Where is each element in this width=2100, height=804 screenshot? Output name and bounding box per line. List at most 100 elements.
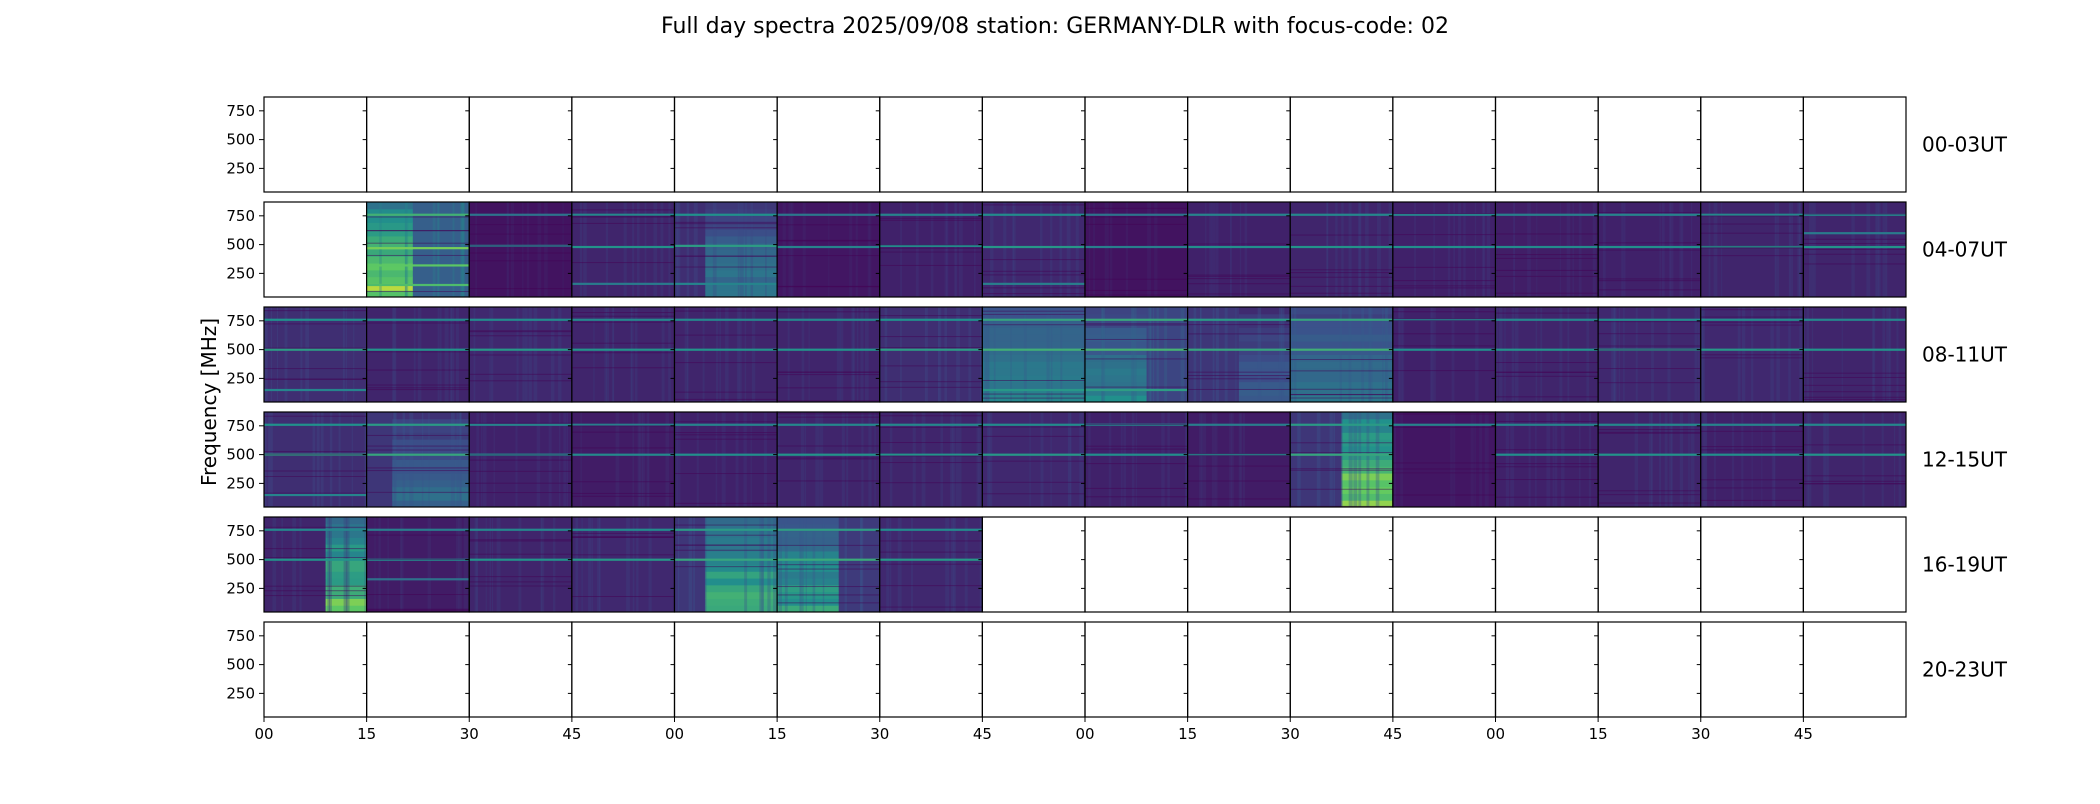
texture-streak — [1398, 307, 1401, 402]
noise-line — [674, 502, 778, 504]
noise-line — [879, 219, 983, 221]
spectrum-panel — [1700, 621, 1804, 718]
texture-streak — [1602, 202, 1606, 297]
noise-line — [264, 415, 367, 417]
texture-streak — [268, 412, 272, 507]
noise-line — [982, 493, 1085, 495]
spectrum-background — [1803, 307, 1906, 402]
texture-streak — [738, 307, 742, 402]
burst-band — [1238, 313, 1291, 322]
noise-line — [469, 576, 572, 578]
burst-band — [705, 571, 778, 579]
noise-line — [1290, 272, 1393, 274]
noise-line — [1392, 345, 1496, 347]
x-tick-label: 15 — [1589, 725, 1608, 743]
emission-line — [777, 245, 880, 249]
texture-streak — [980, 202, 983, 297]
texture-streak — [976, 412, 980, 507]
spectrum-panel — [1187, 411, 1291, 508]
emission-line — [1290, 453, 1393, 456]
texture-streak — [1667, 307, 1671, 402]
texture-streak — [1069, 412, 1072, 507]
emission-line — [982, 245, 1085, 249]
texture-streak — [693, 517, 695, 612]
emission-line — [366, 453, 470, 456]
texture-streak — [1010, 307, 1012, 402]
noise-line — [777, 445, 880, 447]
noise-line — [366, 384, 470, 386]
spectrum-panel — [981, 516, 1086, 613]
spectrum-background — [469, 517, 572, 612]
panel-frame — [366, 621, 470, 718]
texture-streak — [1510, 412, 1515, 507]
texture-streak — [606, 307, 609, 402]
spectrum-background — [264, 307, 367, 402]
burst-band — [777, 578, 839, 586]
burst-band — [1085, 347, 1147, 355]
y-tick-label: 500 — [226, 656, 255, 674]
noise-line — [1085, 223, 1188, 225]
spectrum-panel — [1289, 621, 1394, 718]
burst-band — [705, 598, 778, 606]
spectrum-panel — [1187, 516, 1291, 613]
texture-streak — [458, 412, 462, 507]
texture-streak — [1511, 307, 1515, 402]
spectrum-panel — [879, 96, 983, 193]
y-tick-label: 750 — [226, 102, 255, 120]
panel-frame — [1084, 621, 1189, 718]
texture-streak — [1050, 202, 1053, 297]
texture-streak — [1704, 412, 1708, 507]
texture-streak — [1333, 412, 1336, 507]
noise-line — [469, 539, 572, 541]
noise-line — [1495, 362, 1599, 364]
noise-line — [469, 540, 572, 542]
spectrum-panel — [879, 411, 983, 508]
texture-streak — [1339, 307, 1342, 402]
texture-streak — [1088, 202, 1091, 297]
noise-line — [777, 602, 880, 604]
spectrum-panel — [981, 96, 1086, 193]
noise-line — [264, 323, 367, 325]
spectrum-panel — [468, 516, 573, 613]
burst-band — [1341, 412, 1393, 420]
emission-line — [1392, 318, 1496, 321]
texture-streak — [611, 307, 614, 402]
burst-band — [705, 537, 778, 545]
texture-streak — [400, 517, 404, 612]
row-label: 00-03UT — [1922, 133, 2008, 157]
emission-line — [264, 558, 367, 561]
texture-streak — [305, 307, 310, 402]
panel-frame — [673, 621, 778, 718]
noise-line — [1187, 278, 1291, 280]
texture-streak — [405, 202, 409, 297]
texture-streak — [1148, 307, 1152, 402]
emission-line — [264, 388, 367, 392]
burst-band — [705, 557, 778, 565]
burst-band — [366, 222, 413, 230]
texture-streak — [1366, 412, 1370, 507]
noise-line — [674, 473, 778, 475]
noise-line — [1803, 480, 1906, 482]
texture-streak — [1123, 412, 1127, 507]
spectrum-image — [1085, 202, 1188, 297]
emission-line — [1392, 245, 1496, 249]
emission-line — [982, 282, 1085, 285]
noise-line — [1598, 249, 1701, 251]
texture-streak — [327, 517, 331, 612]
spectrum-panel — [776, 96, 881, 193]
spectrum-panel — [468, 201, 573, 298]
spectrum-background — [982, 412, 1085, 507]
burst-band — [1341, 486, 1393, 494]
noise-line — [982, 426, 1085, 428]
burst-band — [1290, 347, 1393, 355]
emission-line — [571, 282, 675, 285]
noise-line — [469, 373, 572, 375]
texture-streak — [636, 202, 640, 297]
texture-streak — [1325, 202, 1329, 297]
panel-frame — [1289, 96, 1394, 193]
noise-line — [1085, 424, 1188, 426]
texture-streak — [526, 202, 530, 297]
panel-frame — [1597, 621, 1702, 718]
emission-line — [1803, 318, 1906, 321]
noise-line — [777, 564, 880, 566]
